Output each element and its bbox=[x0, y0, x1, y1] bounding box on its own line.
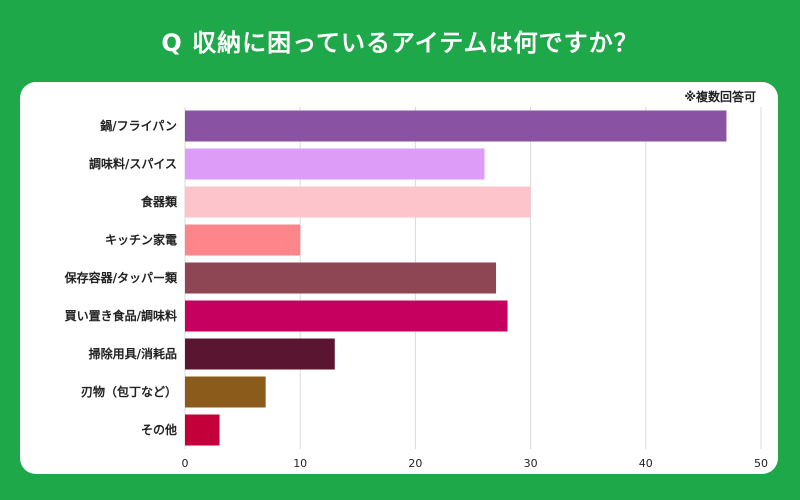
category-labels: 鍋/フライパン調味料/スパイス食器類キッチン家電保存容器/タッパー類買い置き食品… bbox=[64, 118, 178, 437]
x-tick-labels: 0 10 20 30 40 50 bbox=[182, 457, 769, 470]
category-label: 刃物（包丁など） bbox=[81, 384, 177, 399]
category-label: その他 bbox=[141, 422, 177, 437]
x-tick-label: 40 bbox=[639, 457, 653, 470]
category-label: 鍋/フライパン bbox=[100, 118, 177, 133]
x-tick-label: 50 bbox=[754, 457, 768, 470]
category-label: 保存容器/タッパー類 bbox=[64, 270, 178, 285]
x-tick-label: 0 bbox=[182, 457, 189, 470]
category-label: キッチン家電 bbox=[105, 232, 177, 247]
bar bbox=[185, 224, 301, 256]
bar bbox=[185, 376, 266, 408]
chart-title: Q 収納に困っているアイテムは何ですか？ bbox=[161, 28, 639, 57]
x-tick-label: 20 bbox=[408, 457, 422, 470]
x-tick-label: 30 bbox=[524, 457, 538, 470]
category-label: 調味料/スパイス bbox=[89, 156, 177, 171]
bars bbox=[185, 110, 727, 446]
bar bbox=[185, 262, 497, 294]
bar bbox=[185, 186, 531, 218]
x-tick-label: 10 bbox=[293, 457, 307, 470]
bar bbox=[185, 338, 335, 370]
bar-chart: 鍋/フライパン調味料/スパイス食器類キッチン家電保存容器/タッパー類買い置き食品… bbox=[64, 107, 769, 470]
bar bbox=[185, 148, 485, 180]
bar bbox=[185, 110, 727, 142]
multiple-answer-note: ※複数回答可 bbox=[684, 90, 756, 104]
bar bbox=[185, 300, 508, 332]
bar bbox=[185, 414, 220, 446]
category-label: 食器類 bbox=[140, 194, 178, 209]
category-label: 買い置き食品/調味料 bbox=[65, 308, 177, 323]
chart-card: ※複数回答可 鍋/フライパン調味料/スパイス食器類キッチン家電保存容器/タッパー… bbox=[20, 82, 778, 474]
category-label: 掃除用具/消耗品 bbox=[89, 346, 177, 361]
